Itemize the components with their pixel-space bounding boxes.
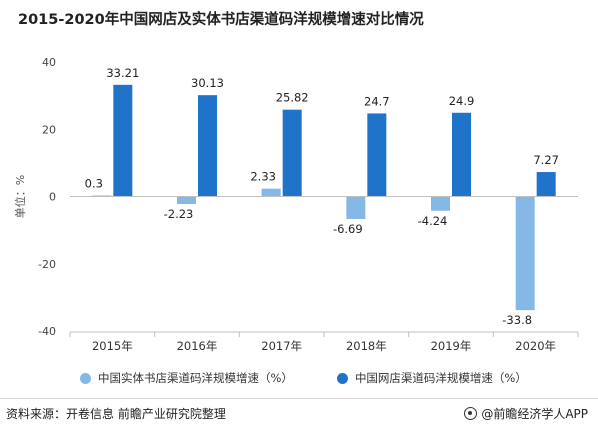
offline-data-label: -4.24 <box>418 214 448 228</box>
offline-bar <box>261 188 281 197</box>
y-tick-label: 40 <box>42 56 56 69</box>
online-data-label: 25.82 <box>276 91 309 105</box>
offline-bar <box>92 195 112 197</box>
online-bar <box>536 172 556 197</box>
offline-data-label: 2.33 <box>250 170 276 184</box>
legend-item-online: 中国网店渠道码洋规模增速（%） <box>336 370 527 386</box>
online-bar <box>198 95 217 197</box>
offline-data-label: 0.3 <box>85 176 103 190</box>
online-data-label: 33.21 <box>106 66 139 80</box>
legend-label-online: 中国网店渠道码洋规模增速（%） <box>354 371 527 385</box>
x-tick-label: 2020年 <box>515 339 556 353</box>
x-tick-label: 2016年 <box>177 339 218 353</box>
chart-title: 2015-2020年中国网店及实体书店渠道码洋规模增速对比情况 <box>18 12 424 28</box>
offline-bar <box>177 196 196 204</box>
x-tick-label: 2018年 <box>346 339 387 353</box>
online-data-label: 24.9 <box>449 94 475 108</box>
y-tick-label: 0 <box>49 191 56 204</box>
legend-swatch-offline <box>80 372 91 384</box>
offline-bar <box>515 196 535 311</box>
x-tick-label: 2015年 <box>92 339 133 353</box>
online-bar <box>113 84 133 197</box>
brand-logo-icon <box>464 407 478 420</box>
online-bar <box>367 113 387 197</box>
online-data-label: 7.27 <box>533 153 559 167</box>
y-axis-label: 单位：% <box>13 175 27 218</box>
online-data-label: 30.13 <box>191 76 224 90</box>
online-bar <box>452 112 471 197</box>
brand-label: @前瞻经济学人APP <box>481 407 588 421</box>
y-tick-label: 20 <box>42 123 56 136</box>
brand-credit: @前瞻经济学人APP <box>464 405 588 422</box>
offline-data-label: -2.23 <box>164 207 194 221</box>
source-note: 资料来源：开卷信息 前瞻产业研究院整理 <box>6 407 226 421</box>
legend-item-offline: 中国实体书店渠道码洋规模增速（%） <box>80 370 293 386</box>
x-tick-label: 2019年 <box>431 339 472 353</box>
footer-divider <box>0 398 598 399</box>
offline-bar <box>346 196 366 219</box>
y-tick-label: -20 <box>38 258 56 271</box>
legend-label-offline: 中国实体书店渠道码洋规模增速（%） <box>98 371 293 385</box>
offline-bar <box>431 196 450 211</box>
online-data-label: 24.7 <box>364 94 390 108</box>
y-tick-label: -40 <box>38 325 56 338</box>
chart-legend: 中国实体书店渠道码洋规模增速（%） 中国网店渠道码洋规模增速（%） <box>80 369 571 387</box>
offline-data-label: -33.8 <box>502 313 532 327</box>
online-bar <box>282 109 302 197</box>
legend-swatch-online <box>336 372 348 384</box>
x-tick-label: 2017年 <box>261 339 302 353</box>
offline-data-label: -6.69 <box>333 222 363 236</box>
